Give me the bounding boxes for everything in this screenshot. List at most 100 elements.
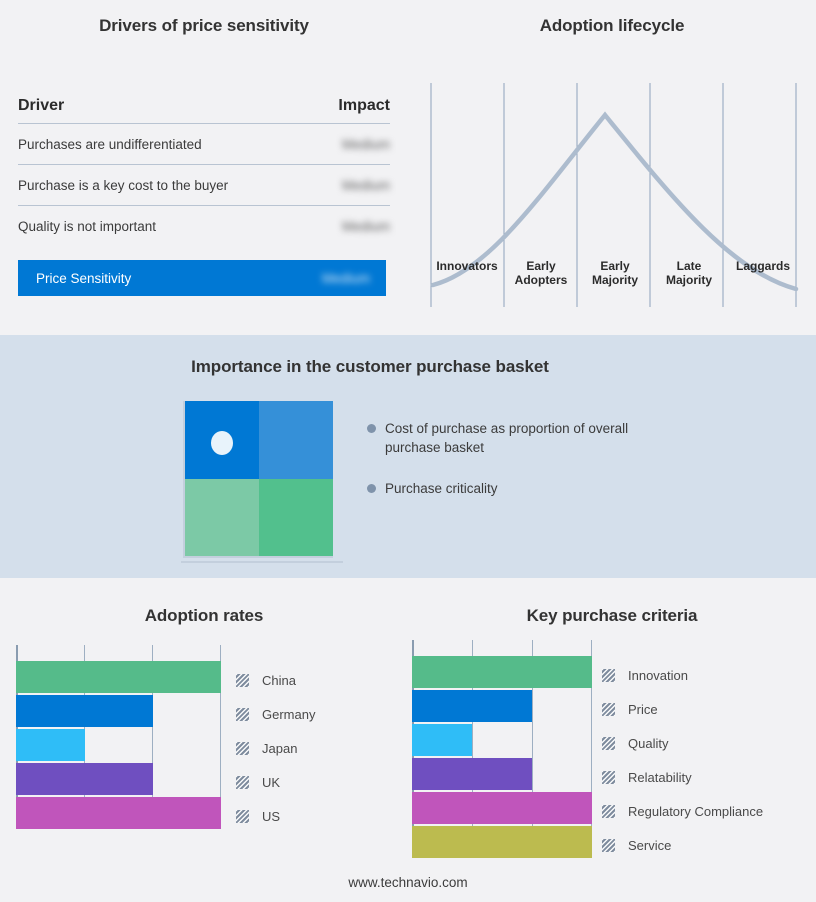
- adoption-rates-chart: [16, 645, 221, 829]
- column-header-impact: Impact: [338, 96, 390, 114]
- bar-innovation: [412, 656, 592, 688]
- legend-label: Price: [628, 701, 658, 717]
- basket-panel: Importance in the customer purchase bask…: [0, 335, 816, 578]
- legend-item-service: Service: [602, 828, 763, 862]
- bar-relatability: [412, 758, 532, 790]
- hatched-swatch-icon: [602, 770, 615, 784]
- legend-item-purchase-criticality: Purchase criticality: [367, 479, 697, 498]
- adoption-rates-plot: [16, 645, 221, 829]
- stage-label-early-adopters: Early Adopters: [504, 259, 578, 287]
- adoption-rates-legend: China Germany Japan UK US: [236, 663, 315, 833]
- table-row: Quality is not important Medium: [18, 206, 390, 247]
- bar-quality: [412, 724, 472, 756]
- lifecycle-stage-labels: Innovators Early Adopters Early Majority…: [430, 259, 800, 287]
- gridline-2: [532, 640, 533, 858]
- legend-label: Germany: [262, 706, 316, 722]
- legend-item-innovation: Innovation: [602, 658, 763, 692]
- adoption-rates-bars: [16, 645, 221, 829]
- key-purchase-criteria-title: Key purchase criteria: [526, 606, 698, 625]
- impact-value: Medium: [341, 219, 390, 234]
- table-row: Purchases are undifferentiated Medium: [18, 124, 390, 165]
- legend-item-price: Price: [602, 692, 763, 726]
- lifecycle-panel-title: Adoption lifecycle: [539, 16, 685, 35]
- bar-row-relatability: [412, 758, 592, 790]
- criteria-bars: [412, 640, 592, 858]
- bar-row-quality: [412, 724, 592, 756]
- lifecycle-gridlines: [430, 83, 797, 307]
- hatched-swatch-icon: [236, 673, 249, 687]
- bar-row-uk: [16, 763, 221, 795]
- driver-label: Purchase is a key cost to the buyer: [18, 177, 229, 193]
- hatched-swatch-icon: [602, 838, 615, 852]
- summary-label: Price Sensitivity: [36, 270, 132, 286]
- drivers-panel-title: Drivers of price sensitivity: [99, 16, 309, 35]
- gridline-3: [220, 645, 221, 825]
- price-sensitivity-summary-row: Price Sensitivity Medium: [18, 260, 386, 296]
- legend-label: Regulatory Compliance: [628, 803, 764, 819]
- legend-item-japan: Japan: [236, 731, 315, 765]
- stage-label-innovators: Innovators: [430, 259, 504, 287]
- stage-label-line2: Majority: [591, 273, 638, 287]
- stage-label-line1: Innovators: [436, 259, 498, 273]
- gridline-3: [591, 640, 592, 858]
- bar-row-price: [412, 690, 592, 722]
- hatched-swatch-icon: [602, 668, 615, 682]
- legend-label: China: [262, 672, 296, 688]
- quadrant-matrix: [181, 401, 343, 563]
- basket-legend: Cost of purchase as proportion of overal…: [367, 419, 697, 520]
- drivers-panel: Drivers of price sensitivity Driver Impa…: [0, 0, 408, 335]
- bottom-band: [0, 578, 816, 902]
- legend-item-cost-of-purchase: Cost of purchase as proportion of overal…: [367, 419, 697, 457]
- legend-label: Purchase criticality: [385, 481, 498, 496]
- quadrant-x-axis: [181, 561, 343, 563]
- bar-row-japan: [16, 729, 221, 761]
- legend-label: Relatability: [628, 769, 692, 785]
- lifecycle-curve-svg: [430, 83, 799, 307]
- bullet-icon: [367, 484, 376, 493]
- bar-us: [16, 797, 221, 829]
- gridline-1: [472, 640, 473, 858]
- stage-label-line2: Adopters: [514, 273, 568, 287]
- bar-row-innovation: [412, 656, 592, 688]
- legend-label: UK: [262, 774, 281, 790]
- table-header-row: Driver Impact: [18, 88, 390, 124]
- hatched-swatch-icon: [236, 741, 249, 755]
- criteria-plot: [412, 640, 592, 858]
- legend-item-regulatory-compliance: Regulatory Compliance: [602, 794, 763, 828]
- position-marker-dot: [211, 431, 233, 455]
- adoption-rates-panel: Adoption rates: [0, 578, 408, 902]
- gridline-2: [152, 645, 153, 825]
- adoption-bell-curve: [430, 111, 799, 292]
- purchase-basket-band: [0, 335, 816, 578]
- legend-label: US: [262, 808, 281, 824]
- table-row: Purchase is a key cost to the buyer Medi…: [18, 165, 390, 206]
- lifecycle-chart: Innovators Early Adopters Early Majority…: [430, 75, 800, 315]
- bar-service: [412, 826, 592, 858]
- stage-label-line1: Early: [526, 259, 556, 273]
- bar-regulatory-compliance: [412, 792, 592, 824]
- impact-value: Medium: [341, 136, 390, 152]
- bar-row-us: [16, 797, 221, 829]
- driver-label: Quality is not important: [18, 219, 157, 234]
- bar-price: [412, 690, 532, 722]
- footer-url: www.technavio.com: [348, 875, 468, 890]
- bar-germany: [16, 695, 153, 727]
- stage-label-line2: Majority: [665, 273, 712, 287]
- stage-label-line1: Early: [600, 259, 630, 273]
- stage-label-line1: Late: [676, 259, 702, 273]
- hatched-swatch-icon: [602, 736, 615, 750]
- bar-row-china: [16, 661, 221, 693]
- bullet-icon: [367, 424, 376, 433]
- column-header-driver: Driver: [18, 96, 65, 114]
- legend-item-china: China: [236, 663, 315, 697]
- bar-row-regulatory-compliance: [412, 792, 592, 824]
- legend-item-uk: UK: [236, 765, 315, 799]
- legend-item-us: US: [236, 799, 315, 833]
- quadrant-top-right: [259, 401, 333, 479]
- legend-item-germany: Germany: [236, 697, 315, 731]
- legend-label: Cost of purchase as proportion of overal…: [385, 421, 629, 455]
- legend-item-quality: Quality: [602, 726, 763, 760]
- adoption-rates-title: Adoption rates: [144, 606, 264, 625]
- hatched-swatch-icon: [236, 775, 249, 789]
